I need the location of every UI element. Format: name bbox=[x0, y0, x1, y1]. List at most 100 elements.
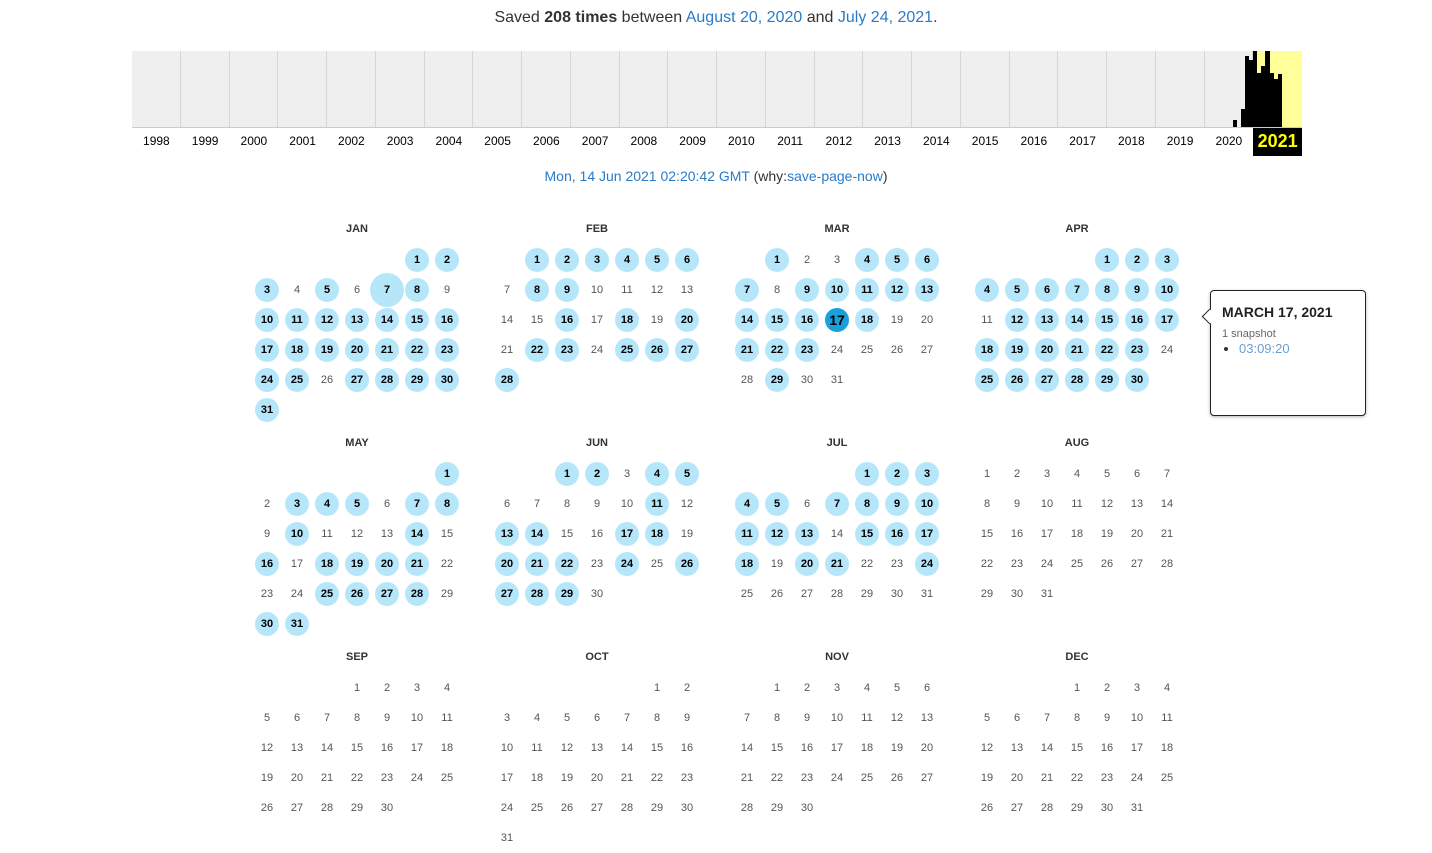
calendar-day-with-snapshots[interactable]: 17 bbox=[612, 519, 642, 549]
calendar-day-with-snapshots[interactable]: 4 bbox=[852, 245, 882, 275]
calendar-day-with-snapshots[interactable]: 20 bbox=[792, 549, 822, 579]
calendar-day-with-snapshots[interactable]: 13 bbox=[792, 519, 822, 549]
calendar-day-with-snapshots[interactable]: 24 bbox=[252, 365, 282, 395]
calendar-day-with-snapshots[interactable]: 5 bbox=[1002, 275, 1032, 305]
month-bar-2020-10[interactable] bbox=[1241, 108, 1246, 127]
calendar-day-with-snapshots[interactable]: 25 bbox=[612, 335, 642, 365]
calendar-day-with-snapshots[interactable]: 17 bbox=[822, 305, 852, 335]
calendar-day-with-snapshots[interactable]: 2 bbox=[582, 459, 612, 489]
year-label-2018[interactable]: 2018 bbox=[1118, 134, 1145, 148]
month-bar-2021-1[interactable] bbox=[1253, 51, 1258, 127]
calendar-day-with-snapshots[interactable]: 29 bbox=[552, 579, 582, 609]
calendar-day-with-snapshots[interactable]: 24 bbox=[912, 549, 942, 579]
calendar-day-with-snapshots[interactable]: 12 bbox=[1002, 305, 1032, 335]
calendar-day-with-snapshots[interactable]: 18 bbox=[312, 549, 342, 579]
calendar-day-with-snapshots[interactable]: 16 bbox=[1122, 305, 1152, 335]
calendar-day-with-snapshots[interactable]: 28 bbox=[372, 365, 402, 395]
year-label-2011[interactable]: 2011 bbox=[777, 134, 804, 148]
calendar-day-with-snapshots[interactable]: 23 bbox=[432, 335, 462, 365]
calendar-day-with-snapshots[interactable]: 2 bbox=[552, 245, 582, 275]
calendar-day-with-snapshots[interactable]: 6 bbox=[672, 245, 702, 275]
capture-reason-link[interactable]: save-page-now bbox=[787, 168, 883, 184]
calendar-day-with-snapshots[interactable]: 8 bbox=[522, 275, 552, 305]
calendar-day-with-snapshots[interactable]: 11 bbox=[642, 489, 672, 519]
calendar-day-with-snapshots[interactable]: 13 bbox=[342, 305, 372, 335]
calendar-day-with-snapshots[interactable]: 8 bbox=[852, 489, 882, 519]
year-label-2015[interactable]: 2015 bbox=[971, 134, 999, 148]
year-column-2006[interactable] bbox=[522, 51, 571, 127]
year-column-2012[interactable] bbox=[815, 51, 864, 127]
calendar-day-with-snapshots[interactable]: 27 bbox=[672, 335, 702, 365]
calendar-day-with-snapshots[interactable]: 1 bbox=[552, 459, 582, 489]
calendar-day-with-snapshots[interactable]: 18 bbox=[732, 549, 762, 579]
calendar-day-with-snapshots[interactable]: 10 bbox=[252, 305, 282, 335]
calendar-day-with-snapshots[interactable]: 18 bbox=[282, 335, 312, 365]
year-label-2006[interactable]: 2006 bbox=[533, 134, 560, 148]
month-bar-2021-4[interactable] bbox=[1265, 51, 1270, 127]
calendar-day-with-snapshots[interactable]: 9 bbox=[792, 275, 822, 305]
calendar-day-with-snapshots[interactable]: 6 bbox=[912, 245, 942, 275]
year-label-2016[interactable]: 2016 bbox=[1020, 134, 1048, 148]
calendar-day-with-snapshots[interactable]: 3 bbox=[282, 489, 312, 519]
calendar-day-with-snapshots[interactable]: 10 bbox=[912, 489, 942, 519]
calendar-day-with-snapshots[interactable]: 22 bbox=[402, 335, 432, 365]
calendar-day-with-snapshots[interactable]: 30 bbox=[432, 365, 462, 395]
calendar-day-with-snapshots[interactable]: 16 bbox=[882, 519, 912, 549]
calendar-day-with-snapshots[interactable]: 10 bbox=[822, 275, 852, 305]
calendar-day-with-snapshots[interactable]: 14 bbox=[1062, 305, 1092, 335]
calendar-day-with-snapshots[interactable]: 22 bbox=[1092, 335, 1122, 365]
year-column-2019[interactable] bbox=[1156, 51, 1205, 127]
calendar-day-with-snapshots[interactable]: 17 bbox=[1152, 305, 1182, 335]
calendar-day-with-snapshots[interactable]: 30 bbox=[252, 609, 282, 639]
calendar-day-with-snapshots[interactable]: 1 bbox=[1092, 245, 1122, 275]
calendar-day-with-snapshots[interactable]: 12 bbox=[312, 305, 342, 335]
calendar-day-with-snapshots[interactable]: 5 bbox=[762, 489, 792, 519]
calendar-day-with-snapshots[interactable]: 8 bbox=[1092, 275, 1122, 305]
calendar-day-with-snapshots[interactable]: 20 bbox=[342, 335, 372, 365]
calendar-day-with-snapshots[interactable]: 11 bbox=[852, 275, 882, 305]
calendar-day-with-snapshots[interactable]: 14 bbox=[732, 305, 762, 335]
calendar-day-with-snapshots[interactable]: 16 bbox=[792, 305, 822, 335]
calendar-day-with-snapshots[interactable]: 15 bbox=[762, 305, 792, 335]
year-column-2018[interactable] bbox=[1107, 51, 1156, 127]
calendar-day-with-snapshots[interactable]: 13 bbox=[1032, 305, 1062, 335]
calendar-day-with-snapshots[interactable]: 2 bbox=[1122, 245, 1152, 275]
calendar-day-with-snapshots[interactable]: 20 bbox=[1032, 335, 1062, 365]
calendar-day-with-snapshots[interactable]: 23 bbox=[1122, 335, 1152, 365]
calendar-day-with-snapshots[interactable]: 17 bbox=[912, 519, 942, 549]
calendar-day-with-snapshots[interactable]: 1 bbox=[522, 245, 552, 275]
year-label-2007[interactable]: 2007 bbox=[581, 134, 609, 148]
year-label-2012[interactable]: 2012 bbox=[825, 134, 853, 148]
calendar-day-with-snapshots[interactable]: 16 bbox=[432, 305, 462, 335]
calendar-day-with-snapshots[interactable]: 16 bbox=[252, 549, 282, 579]
calendar-day-with-snapshots[interactable]: 3 bbox=[912, 459, 942, 489]
calendar-day-with-snapshots[interactable]: 18 bbox=[972, 335, 1002, 365]
calendar-day-with-snapshots[interactable]: 12 bbox=[762, 519, 792, 549]
year-label-2020[interactable]: 2020 bbox=[1215, 134, 1243, 148]
month-bar-2021-7[interactable] bbox=[1277, 73, 1282, 127]
calendar-day-with-snapshots[interactable]: 4 bbox=[312, 489, 342, 519]
capture-timestamp-link[interactable]: Mon, 14 Jun 2021 02:20:42 GMT bbox=[544, 168, 750, 184]
calendar-day-with-snapshots[interactable]: 2 bbox=[882, 459, 912, 489]
calendar-day-with-snapshots[interactable]: 3 bbox=[582, 245, 612, 275]
calendar-day-with-snapshots[interactable]: 23 bbox=[552, 335, 582, 365]
year-label-2005[interactable]: 2005 bbox=[484, 134, 511, 148]
calendar-day-with-snapshots[interactable]: 28 bbox=[402, 579, 432, 609]
calendar-day-with-snapshots[interactable]: 25 bbox=[972, 365, 1002, 395]
calendar-day-with-snapshots[interactable]: 17 bbox=[252, 335, 282, 365]
calendar-day-with-snapshots[interactable]: 20 bbox=[492, 549, 522, 579]
calendar-day-with-snapshots[interactable]: 5 bbox=[342, 489, 372, 519]
calendar-day-with-snapshots[interactable]: 4 bbox=[612, 245, 642, 275]
calendar-day-with-snapshots[interactable]: 21 bbox=[732, 335, 762, 365]
calendar-day-with-snapshots[interactable]: 2 bbox=[432, 245, 462, 275]
calendar-day-with-snapshots[interactable]: 1 bbox=[852, 459, 882, 489]
calendar-day-with-snapshots[interactable]: 28 bbox=[522, 579, 552, 609]
calendar-day-with-snapshots[interactable]: 3 bbox=[1152, 245, 1182, 275]
year-label-1999[interactable]: 1999 bbox=[191, 134, 219, 148]
calendar-day-with-snapshots[interactable]: 7 bbox=[1062, 275, 1092, 305]
month-bar-2021-5[interactable] bbox=[1269, 73, 1274, 127]
year-column-2007[interactable] bbox=[571, 51, 620, 127]
calendar-day-with-snapshots[interactable]: 12 bbox=[882, 275, 912, 305]
year-label-2000[interactable]: 2000 bbox=[240, 134, 268, 148]
calendar-day-with-snapshots[interactable]: 6 bbox=[1032, 275, 1062, 305]
